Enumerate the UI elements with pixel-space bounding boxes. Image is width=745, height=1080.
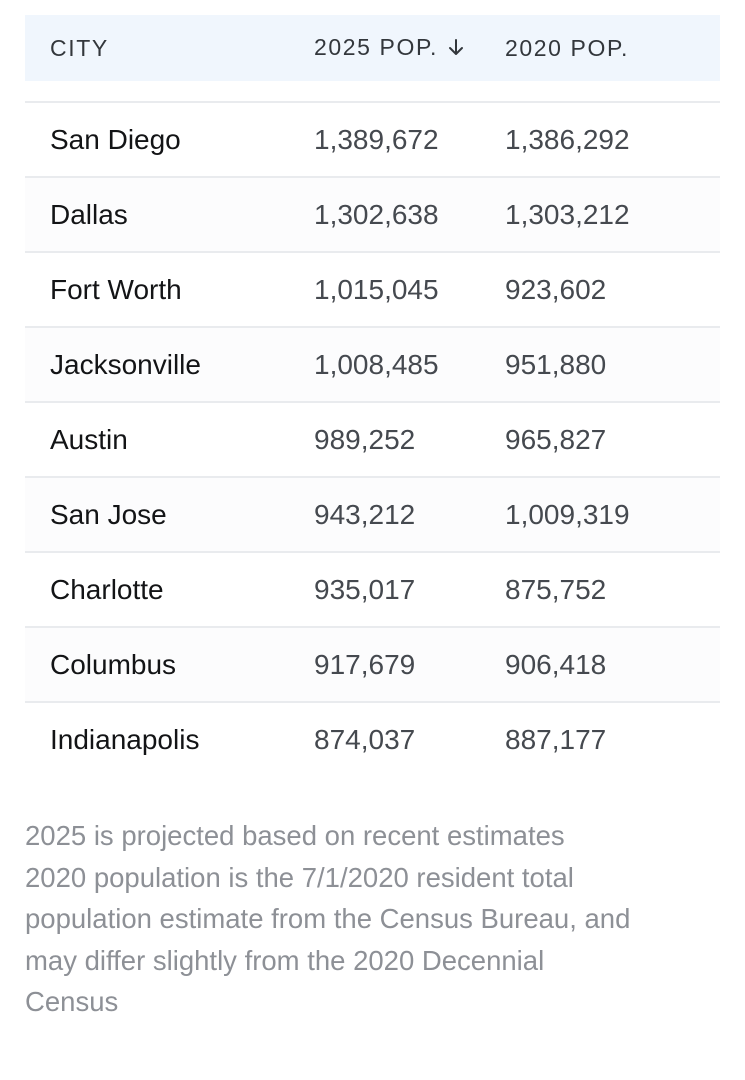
column-header-city[interactable]: CITY [25, 35, 289, 62]
footnote-line: Census [25, 986, 119, 1017]
pop-2025-cell: 1,008,485 [314, 348, 439, 380]
city-cell: Indianapolis [50, 723, 200, 755]
pop-2025-cell: 1,389,672 [314, 123, 439, 155]
column-header-2020-pop-label: 2020 POP. [505, 34, 629, 61]
city-cell: San Jose [50, 498, 167, 530]
pop-2020-cell: 1,303,212 [505, 198, 630, 230]
table-row: Jacksonville 1,008,485 951,880 [25, 328, 720, 403]
pop-2020-cell: 906,418 [505, 648, 607, 680]
pop-2020-cell: 875,752 [505, 573, 607, 605]
pop-2025-cell: 935,017 [314, 573, 416, 605]
table-row: Columbus 917,679 906,418 [25, 628, 720, 703]
pop-2025-cell: 989,252 [314, 423, 416, 455]
city-cell: Columbus [50, 648, 177, 680]
footnote-line: 2025 is projected based on recent estima… [25, 820, 565, 851]
pop-2020-cell: 923,602 [505, 273, 607, 305]
table-header: CITY 2025 POP. 2020 POP. [25, 15, 720, 81]
table-row: San Diego 1,389,672 1,386,292 [25, 103, 720, 178]
pop-2020-cell: 1,386,292 [505, 123, 630, 155]
pop-2020-cell: 965,827 [505, 423, 607, 455]
pop-2025-cell: 1,015,045 [314, 273, 439, 305]
pop-2025-cell: 943,212 [314, 498, 416, 530]
pop-2020-cell: 951,880 [505, 348, 607, 380]
column-header-city-label: CITY [50, 34, 109, 61]
header-spacer [25, 81, 720, 103]
city-cell: San Diego [50, 123, 181, 155]
pop-2025-cell: 1,302,638 [314, 198, 439, 230]
pop-2020-cell: 887,177 [505, 723, 607, 755]
column-header-2020-pop[interactable]: 2020 POP. [505, 35, 720, 62]
pop-2025-cell: 874,037 [314, 723, 416, 755]
footnote-line: 2020 population is the 7/1/2020 resident… [25, 861, 574, 893]
city-cell: Dallas [50, 198, 128, 230]
table-row: Dallas 1,302,638 1,303,212 [25, 178, 720, 253]
table-row: Austin 989,252 965,827 [25, 403, 720, 478]
city-cell: Jacksonville [50, 348, 201, 380]
city-cell: Charlotte [50, 573, 164, 605]
city-cell: Austin [50, 423, 128, 455]
column-header-2025-pop-label: 2025 POP. [314, 33, 438, 60]
column-header-2025-pop[interactable]: 2025 POP. [289, 34, 505, 62]
table-row: Charlotte 935,017 875,752 [25, 553, 720, 628]
footnote-line: population estimate from the Census Bure… [25, 903, 631, 934]
population-table: CITY 2025 POP. 2020 POP. San Diego 1,389,… [25, 15, 720, 776]
table-row: San Jose 943,212 1,009,319 [25, 478, 720, 553]
pop-2020-cell: 1,009,319 [505, 498, 630, 530]
arrow-down-icon [448, 35, 464, 62]
city-cell: Fort Worth [50, 273, 182, 305]
table-body: San Diego 1,389,672 1,386,292 Dallas 1,302,6… [25, 103, 720, 776]
pop-2025-cell: 917,679 [314, 648, 416, 680]
footnote: 2025 is projected based on recent estima… [25, 815, 720, 1023]
footnote-line: may differ slightly from the 2020 Decenn… [25, 944, 545, 976]
table-row: Indianapolis 874,037 887,177 [25, 703, 720, 776]
table-row: Fort Worth 1,015,045 923,602 [25, 253, 720, 328]
